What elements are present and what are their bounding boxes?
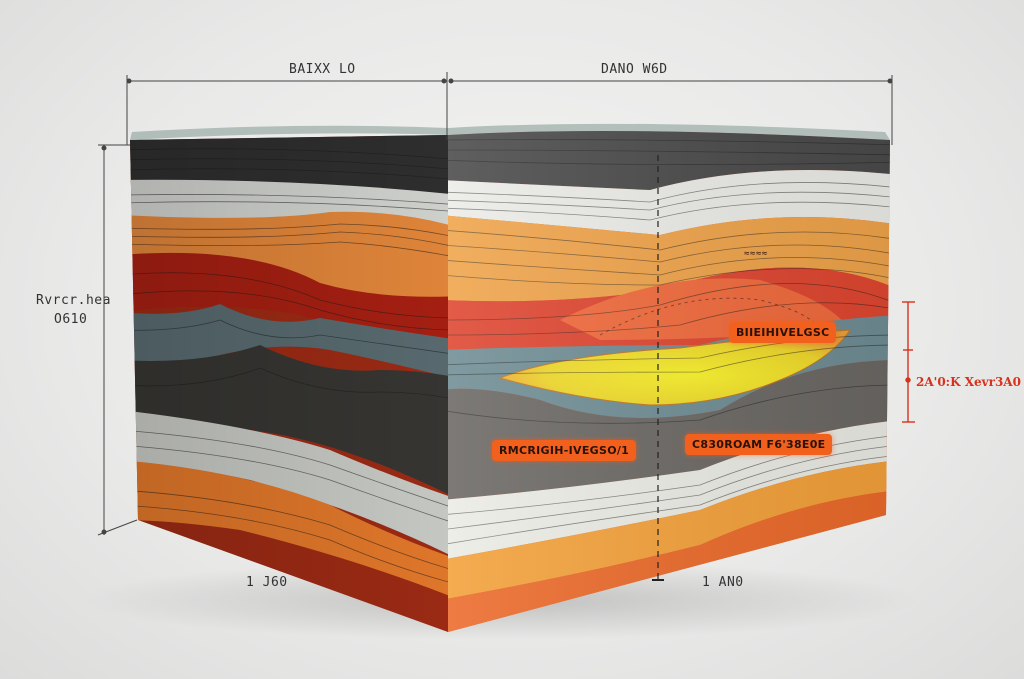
top-surface bbox=[130, 123, 890, 140]
height-label-line2: O610 bbox=[54, 312, 88, 327]
right-red-scale bbox=[902, 301, 915, 423]
left-bottom-label: 1 J60 bbox=[246, 575, 288, 590]
right-bottom-label: 1 AN0 bbox=[702, 575, 744, 590]
small-annotation: ≈≈≈≈ bbox=[744, 249, 768, 259]
callout-left-dark-layer: RMCRIGIH-IVEGSO/1 bbox=[492, 440, 637, 461]
right-width-label: DANO W6D bbox=[601, 62, 668, 77]
callout-right-dark-layer: C830ROAM F6'38E0E bbox=[685, 434, 833, 455]
left-face bbox=[130, 135, 448, 632]
callout-reservoir: BIIEIHIVELGSC bbox=[729, 322, 837, 343]
height-label-line1: Rvrcr.hea bbox=[36, 293, 111, 308]
dimension-lines bbox=[97, 72, 893, 536]
left-width-label: BAIXX LO bbox=[289, 62, 356, 77]
right-scale-label: 2A'0:K Xevr3A0 bbox=[916, 375, 1021, 389]
right-face bbox=[448, 131, 890, 632]
